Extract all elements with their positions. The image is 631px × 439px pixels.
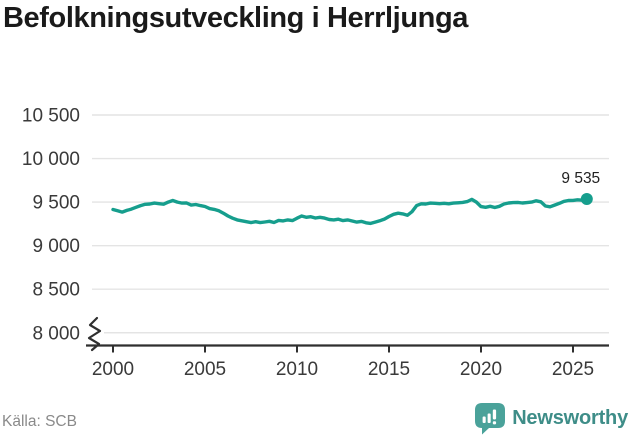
x-tick-label: 2015 <box>368 359 410 380</box>
y-tick-label: 8 500 <box>32 280 80 301</box>
source-label: Källa: SCB <box>2 413 77 430</box>
newsworthy-icon <box>475 403 506 435</box>
y-tick-label: 9 500 <box>32 193 80 214</box>
x-tick-label: 2020 <box>460 359 502 380</box>
chart-title: Befolkningsutveckling i Herrljunga <box>3 2 468 34</box>
population-line <box>111 197 589 226</box>
last-value-label: 9 535 <box>561 170 600 187</box>
y-tick-label: 8 000 <box>32 323 80 344</box>
x-tick-label: 2000 <box>92 359 134 380</box>
y-tick-label: 10 500 <box>22 106 80 127</box>
newsworthy-wordmark: Newsworthy <box>512 407 628 429</box>
x-tick-label: 2005 <box>184 359 226 380</box>
y-tick-label: 10 000 <box>22 149 80 170</box>
y-tick-label: 9 000 <box>32 236 80 257</box>
newsworthy-logo[interactable]: Newsworthy <box>474 402 628 435</box>
newsworthy-bars-glyph <box>482 409 497 425</box>
x-tick-label: 2010 <box>276 359 318 380</box>
axis-break-icon <box>87 316 102 352</box>
last-value-dot <box>580 193 593 206</box>
x-tick-label: 2025 <box>552 359 594 380</box>
